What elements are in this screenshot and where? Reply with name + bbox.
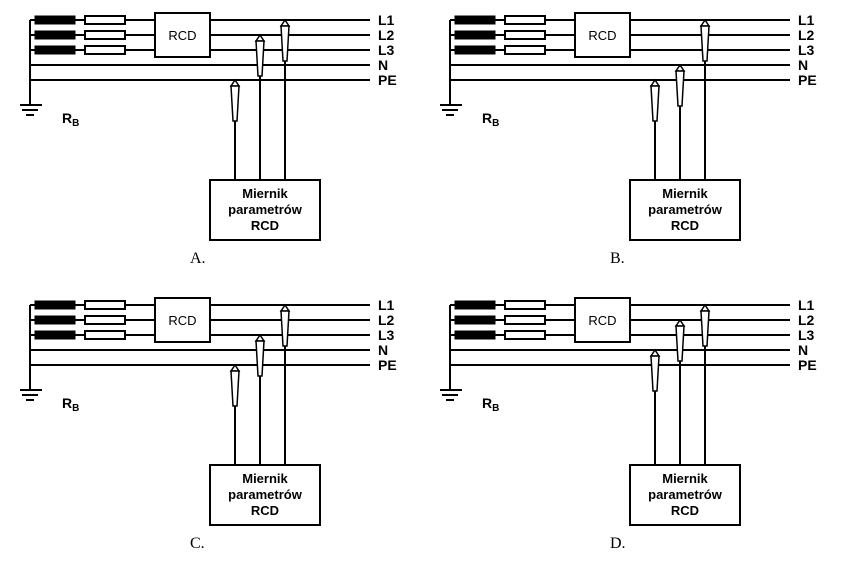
probe-body-0 <box>231 371 239 406</box>
panel-C: L1L2L3NPERCDRBMiernikparametrówRCDC. <box>20 290 420 560</box>
fuse-open-L1 <box>85 301 125 309</box>
rcd-label: RCD <box>588 313 616 328</box>
wire-label-L3: L3 <box>798 42 815 58</box>
fuse-solid-L2 <box>35 316 75 324</box>
wire-label-L1: L1 <box>378 12 395 28</box>
meter-text-0: Miernik <box>662 186 708 201</box>
fuse-solid-L3 <box>35 46 75 54</box>
wire-label-L2: L2 <box>798 27 815 43</box>
wire-label-L1: L1 <box>378 297 395 313</box>
meter-text-0: Miernik <box>242 186 288 201</box>
meter-text-1: parametrów <box>648 202 723 217</box>
panel-A: L1L2L3NPERCDRBMiernikparametrówRCDA. <box>20 5 420 275</box>
rcd-label: RCD <box>168 28 196 43</box>
caption-B: B. <box>610 250 625 268</box>
rcd-label: RCD <box>588 28 616 43</box>
panel-B: L1L2L3NPERCDRBMiernikparametrówRCDB. <box>440 5 840 275</box>
fuse-solid-L3 <box>455 331 495 339</box>
fuse-solid-L1 <box>35 16 75 24</box>
fuse-open-L1 <box>505 16 545 24</box>
fuse-solid-L3 <box>35 331 75 339</box>
meter-text-0: Miernik <box>242 471 288 486</box>
wire-label-N: N <box>378 342 388 358</box>
rb-label: RB <box>62 110 79 129</box>
wire-label-L2: L2 <box>378 27 395 43</box>
rb-label: RB <box>482 395 499 414</box>
probe-body-0 <box>231 86 239 121</box>
caption-D: D. <box>610 535 626 553</box>
wire-label-N: N <box>378 57 388 73</box>
probe-body-0 <box>651 86 659 121</box>
fuse-solid-L2 <box>455 316 495 324</box>
caption-C: C. <box>190 535 205 553</box>
wire-label-L1: L1 <box>798 12 815 28</box>
fuse-open-L3 <box>85 46 125 54</box>
fuse-solid-L3 <box>455 46 495 54</box>
fuse-open-L3 <box>505 331 545 339</box>
fuse-solid-L1 <box>455 16 495 24</box>
wire-label-N: N <box>798 57 808 73</box>
rb-label: RB <box>62 395 79 414</box>
fuse-open-L2 <box>505 31 545 39</box>
fuse-solid-L2 <box>35 31 75 39</box>
meter-text-2: RCD <box>251 218 279 233</box>
wire-label-L3: L3 <box>378 42 395 58</box>
wire-label-PE: PE <box>378 72 397 88</box>
meter-text-2: RCD <box>671 503 699 518</box>
page: L1L2L3NPERCDRBMiernikparametrówRCDA.L1L2… <box>0 0 847 570</box>
meter-text-2: RCD <box>671 218 699 233</box>
wire-label-L1: L1 <box>798 297 815 313</box>
fuse-solid-L1 <box>35 301 75 309</box>
fuse-open-L2 <box>85 316 125 324</box>
wire-label-L2: L2 <box>378 312 395 328</box>
probe-body-1 <box>676 71 684 106</box>
fuse-solid-L2 <box>455 31 495 39</box>
wire-label-PE: PE <box>378 357 397 373</box>
fuse-open-L1 <box>505 301 545 309</box>
fuse-open-L2 <box>505 316 545 324</box>
wire-label-N: N <box>798 342 808 358</box>
probe-body-2 <box>281 311 289 346</box>
circuit-svg: L1L2L3NPERCDRBMiernikparametrówRCD <box>20 5 420 245</box>
caption-A: A. <box>190 250 206 268</box>
panel-D: L1L2L3NPERCDRBMiernikparametrówRCDD. <box>440 290 840 560</box>
wire-label-L3: L3 <box>378 327 395 343</box>
wire-label-L2: L2 <box>798 312 815 328</box>
meter-text-2: RCD <box>251 503 279 518</box>
meter-text-0: Miernik <box>662 471 708 486</box>
probe-body-2 <box>281 26 289 61</box>
wire-label-PE: PE <box>798 72 817 88</box>
meter-text-1: parametrów <box>648 487 723 502</box>
probe-body-0 <box>651 356 659 391</box>
circuit-svg: L1L2L3NPERCDRBMiernikparametrówRCD <box>440 5 840 245</box>
wire-label-PE: PE <box>798 357 817 373</box>
fuse-open-L2 <box>85 31 125 39</box>
probe-body-2 <box>701 26 709 61</box>
probe-body-2 <box>701 311 709 346</box>
circuit-svg: L1L2L3NPERCDRBMiernikparametrówRCD <box>440 290 840 530</box>
fuse-open-L3 <box>85 331 125 339</box>
rb-label: RB <box>482 110 499 129</box>
probe-body-1 <box>256 41 264 76</box>
fuse-open-L1 <box>85 16 125 24</box>
meter-text-1: parametrów <box>228 202 303 217</box>
probe-body-1 <box>256 341 264 376</box>
fuse-solid-L1 <box>455 301 495 309</box>
rcd-label: RCD <box>168 313 196 328</box>
circuit-svg: L1L2L3NPERCDRBMiernikparametrówRCD <box>20 290 420 530</box>
meter-text-1: parametrów <box>228 487 303 502</box>
wire-label-L3: L3 <box>798 327 815 343</box>
probe-body-1 <box>676 326 684 361</box>
fuse-open-L3 <box>505 46 545 54</box>
